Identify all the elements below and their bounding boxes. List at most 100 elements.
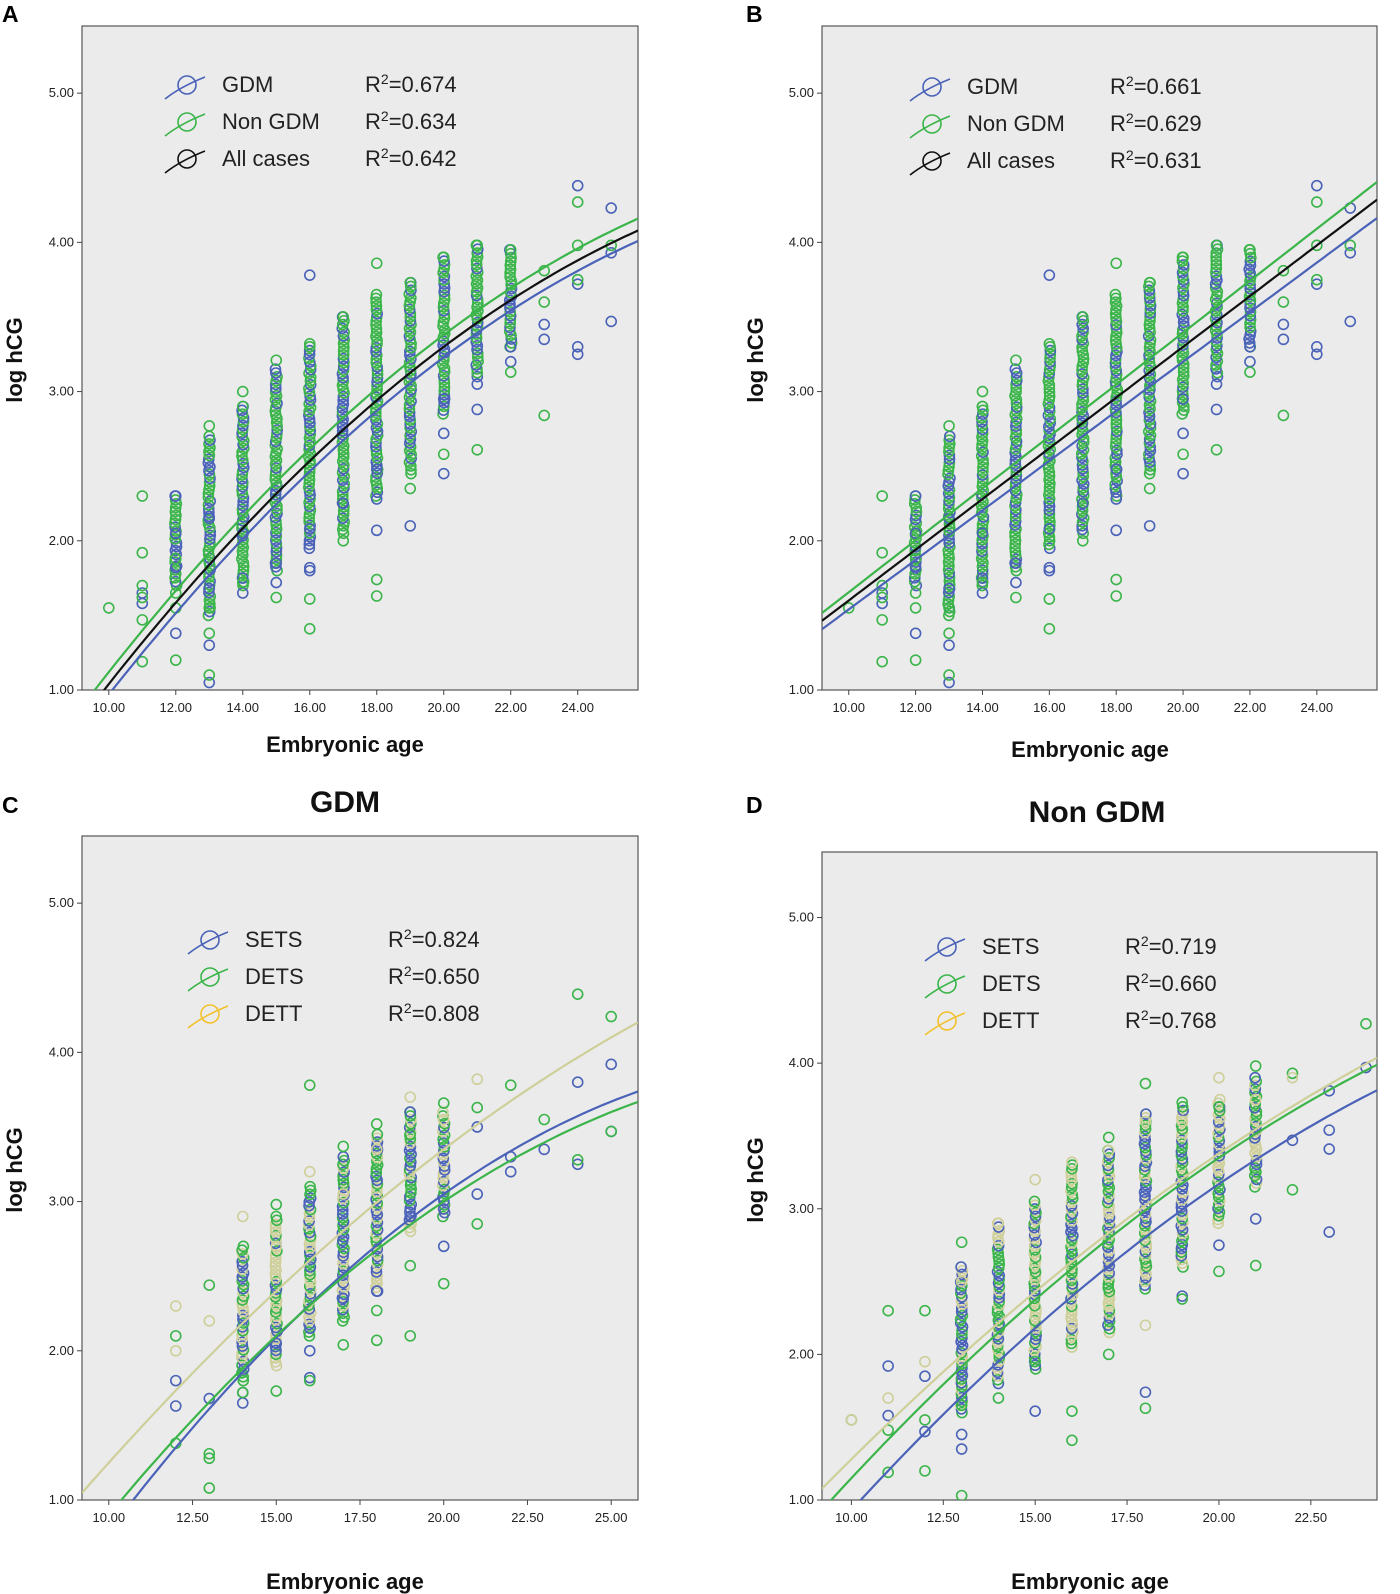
data-point — [303, 623, 316, 635]
data-point — [1076, 417, 1089, 430]
panel-title: Non GDM — [1029, 796, 1166, 829]
data-point — [370, 292, 382, 305]
data-point — [1176, 1190, 1189, 1203]
data-point — [1143, 288, 1156, 300]
data-point — [1009, 454, 1022, 467]
data-point — [337, 447, 350, 460]
data-point — [471, 351, 484, 364]
data-point — [471, 1218, 484, 1230]
legend-marker — [177, 149, 197, 169]
data-point — [236, 400, 249, 413]
data-point — [943, 560, 955, 572]
data-point — [304, 1287, 317, 1300]
data-point — [955, 1376, 968, 1389]
plot-content — [93, 179, 638, 690]
data-point — [1110, 368, 1123, 381]
data-point — [203, 676, 216, 689]
data-point — [1311, 348, 1323, 361]
data-point — [1277, 264, 1290, 277]
data-point — [1144, 295, 1156, 308]
data-point — [1066, 1248, 1078, 1261]
legend-marker — [937, 937, 957, 957]
data-point — [304, 1268, 316, 1281]
x-axis-label: Embryonic age — [266, 1569, 424, 1594]
data-point — [956, 1332, 968, 1344]
data-point — [102, 602, 115, 614]
data-point — [571, 278, 584, 290]
data-point — [303, 386, 316, 399]
data-point — [269, 405, 282, 417]
r2-value: =0.808 — [412, 1001, 480, 1026]
data-point — [1044, 515, 1056, 528]
r2-value: =0.631 — [1134, 148, 1202, 173]
data-point — [1076, 345, 1089, 357]
data-point — [303, 515, 315, 528]
data-point — [955, 1236, 968, 1249]
legend-marker — [937, 974, 957, 994]
data-point — [1214, 1123, 1226, 1136]
data-point — [1143, 482, 1156, 495]
data-point — [471, 1101, 484, 1114]
data-point — [270, 523, 283, 535]
data-point — [955, 1287, 967, 1299]
data-point — [571, 273, 584, 286]
data-point — [1029, 1355, 1041, 1368]
data-point — [1065, 1274, 1078, 1287]
data-point — [1175, 1149, 1188, 1162]
data-point — [605, 1058, 618, 1071]
fit-line — [93, 217, 638, 690]
data-point — [919, 1355, 931, 1368]
data-point — [909, 602, 922, 614]
data-point — [1214, 1093, 1226, 1106]
data-point — [269, 1271, 282, 1284]
data-point — [337, 534, 350, 547]
data-point — [1044, 352, 1056, 365]
data-point — [337, 489, 349, 502]
data-point — [1139, 1145, 1152, 1158]
data-point — [202, 487, 215, 500]
data-point — [203, 476, 216, 488]
data-point — [538, 296, 551, 308]
data-point — [1010, 386, 1022, 398]
data-point — [1077, 326, 1089, 338]
plot-content — [82, 988, 638, 1500]
data-point — [1248, 1102, 1261, 1114]
x-axis-label: Embryonic age — [1011, 737, 1169, 762]
data-point — [303, 409, 315, 422]
data-point — [943, 457, 956, 469]
data-point — [405, 318, 417, 331]
data-point — [1103, 1315, 1116, 1328]
r2-exponent: 2 — [1126, 110, 1134, 126]
data-point — [404, 1091, 417, 1103]
data-point — [1344, 315, 1357, 328]
data-point — [304, 1276, 317, 1289]
data-point — [1030, 1329, 1042, 1342]
data-point — [1102, 1163, 1115, 1175]
data-point — [1010, 439, 1023, 452]
legend-line — [164, 76, 206, 100]
r2-letter: R — [388, 927, 404, 952]
data-point — [337, 1173, 350, 1186]
data-point — [977, 461, 989, 474]
data-point — [304, 1180, 316, 1193]
data-point — [1103, 1189, 1115, 1201]
data-point — [437, 1097, 450, 1109]
data-point — [370, 437, 382, 449]
legend-label: SETS — [245, 927, 302, 952]
data-point — [203, 1279, 216, 1291]
data-point — [204, 533, 216, 545]
data-point — [237, 564, 250, 577]
data-point — [337, 337, 350, 350]
data-point — [437, 1203, 450, 1215]
data-point — [336, 322, 349, 335]
data-point — [370, 444, 383, 457]
data-point — [876, 591, 888, 604]
data-point — [471, 403, 484, 416]
data-point — [236, 576, 249, 589]
data-point — [1140, 1216, 1152, 1228]
r2-value: =0.634 — [389, 109, 457, 134]
data-point — [303, 1215, 315, 1227]
data-point — [1066, 1237, 1078, 1249]
data-point — [203, 512, 216, 525]
data-point — [336, 1212, 349, 1224]
